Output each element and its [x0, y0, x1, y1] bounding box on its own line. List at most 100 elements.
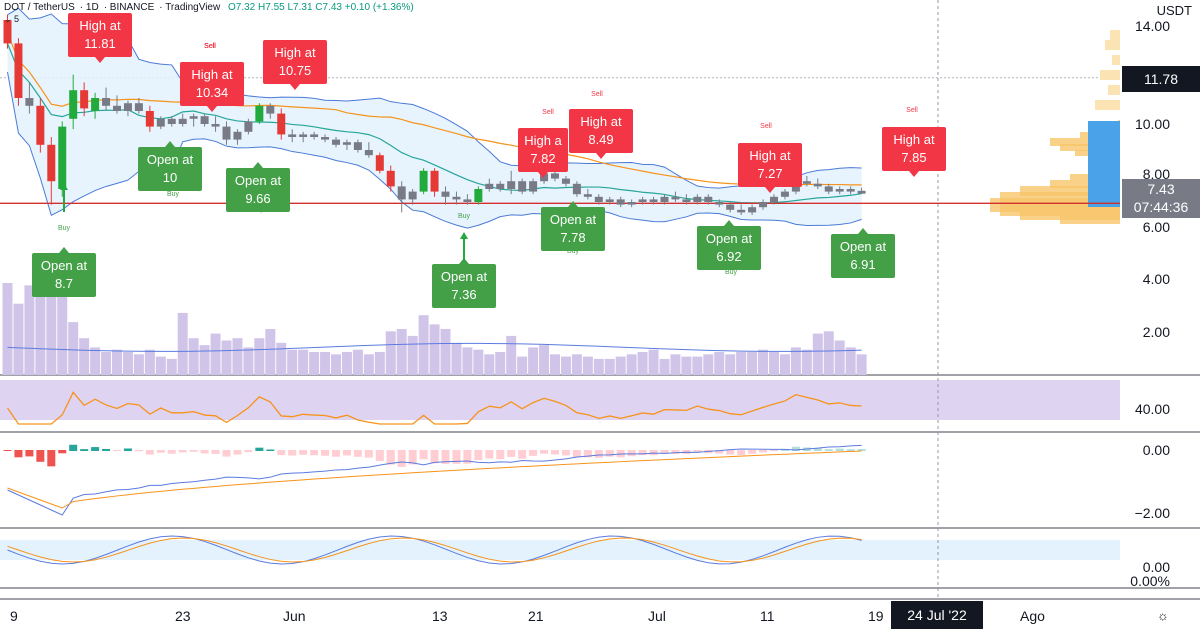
- volume-profile-bar: [1112, 55, 1120, 65]
- candle-body: [452, 196, 461, 200]
- date-tick: 23: [175, 608, 191, 624]
- macd-histogram-bar: [605, 450, 614, 457]
- volume-bar: [188, 338, 199, 375]
- macd-histogram-bar: [332, 450, 340, 457]
- sell-signal-label: High at 7.85: [882, 127, 946, 177]
- volume-bar: [703, 354, 714, 375]
- macd-histogram-bar: [561, 450, 570, 456]
- macd-histogram-bar: [594, 450, 603, 458]
- macd-histogram-bar: [780, 448, 789, 451]
- macd-histogram-bar: [222, 450, 231, 457]
- signal-box: [518, 128, 568, 172]
- symbol-label[interactable]: DOT / TetherUS: [4, 2, 75, 13]
- volume-bar: [845, 347, 856, 375]
- candle-body: [408, 191, 417, 200]
- macd-histogram-bar: [452, 450, 461, 464]
- buy-arrow-head: [460, 232, 468, 239]
- volume-bar: [593, 358, 604, 375]
- macd-histogram-bar: [91, 447, 100, 451]
- volume-bar: [834, 340, 845, 375]
- macd-histogram-bar: [463, 450, 472, 464]
- macd-histogram-bar: [375, 450, 384, 462]
- macd-histogram-bar: [353, 450, 362, 457]
- volume-bar: [396, 329, 407, 375]
- settings-gear-icon[interactable]: ☼: [1157, 608, 1169, 623]
- signal-pointer: [253, 162, 263, 168]
- signal-pointer: [165, 141, 175, 147]
- candle-body: [397, 186, 406, 200]
- volume-bar: [35, 292, 46, 375]
- signal-tag: Buy: [458, 213, 471, 220]
- volume-bar: [714, 352, 725, 375]
- signal-text: 10.34: [196, 85, 229, 100]
- signal-tag: Buy: [58, 225, 71, 232]
- resistance-price-label: 11.78: [1122, 66, 1200, 92]
- date-tick: 19: [868, 608, 884, 624]
- macd-histogram-bar: [726, 450, 735, 455]
- volume-profile-bar: [1110, 30, 1120, 40]
- macd-tick: −2.00: [1134, 505, 1170, 521]
- signal-text: 7.85: [901, 150, 926, 165]
- candle-body: [759, 202, 768, 208]
- candle-body: [178, 118, 187, 124]
- candle-body: [715, 202, 724, 205]
- volume-bar: [790, 347, 801, 375]
- signal-text: 10: [163, 170, 177, 185]
- macd-histogram-bar: [80, 449, 89, 451]
- candle-body: [113, 105, 121, 111]
- volume-bar: [57, 294, 68, 375]
- volume-bar: [13, 303, 24, 375]
- interval-label[interactable]: 1D: [85, 2, 99, 13]
- macd-histogram-bar: [299, 450, 308, 455]
- macd-histogram-bar: [770, 450, 778, 452]
- signal-tag: Buy: [567, 248, 580, 255]
- macd-histogram-bar: [25, 450, 34, 457]
- signal-box: [697, 226, 761, 270]
- indicator-toggle[interactable]: ⌄ 5: [4, 14, 20, 24]
- candle-body: [660, 196, 669, 202]
- signal-text: Open at: [235, 173, 282, 188]
- volume-bar: [692, 356, 703, 375]
- macd-histogram-bar: [145, 450, 154, 455]
- signal-text: 7.27: [757, 166, 782, 181]
- volume-bar: [166, 358, 177, 375]
- signal-tag: Sell: [542, 109, 554, 116]
- candle-body: [211, 124, 220, 127]
- signal-box: [738, 143, 802, 187]
- volume-bar: [374, 352, 385, 375]
- macd-histogram-bar: [572, 450, 581, 458]
- date-tick: 21: [528, 608, 544, 624]
- candle-body: [47, 144, 56, 182]
- signal-text: Open at: [840, 239, 887, 254]
- macd-histogram-bar: [14, 450, 23, 458]
- candle-body: [802, 181, 811, 184]
- macd-histogram-bar: [102, 448, 111, 451]
- signal-text: 8.49: [588, 132, 613, 147]
- volume-bar: [243, 347, 254, 375]
- volume-bar: [571, 354, 582, 375]
- candle-body: [386, 170, 395, 187]
- last-price-label: 7.43 07:44:36: [1122, 179, 1200, 218]
- candle-body: [813, 183, 822, 187]
- candle-body: [58, 126, 67, 189]
- signal-pointer: [538, 172, 548, 178]
- signal-tag: Buy: [252, 206, 265, 213]
- macd-histogram-bar: [408, 450, 417, 465]
- price-tick: 4.00: [1142, 271, 1170, 287]
- stoch-tick: 0.00: [1142, 559, 1170, 575]
- volume-bar: [287, 349, 298, 375]
- volume-profile-bar: [1100, 70, 1120, 80]
- volume-bar: [495, 352, 506, 375]
- volume-bar: [265, 329, 276, 375]
- volume-bar: [604, 358, 615, 375]
- currency-unit: USDT: [1156, 3, 1192, 18]
- volume-bar: [462, 347, 473, 375]
- volume-bar: [24, 285, 35, 375]
- macd-histogram-bar: [857, 448, 866, 451]
- signal-text: High at: [79, 18, 121, 33]
- volume-bar: [747, 352, 758, 375]
- macd-histogram-bar: [627, 450, 636, 457]
- macd-histogram-bar: [123, 448, 132, 451]
- candle-body: [748, 207, 757, 213]
